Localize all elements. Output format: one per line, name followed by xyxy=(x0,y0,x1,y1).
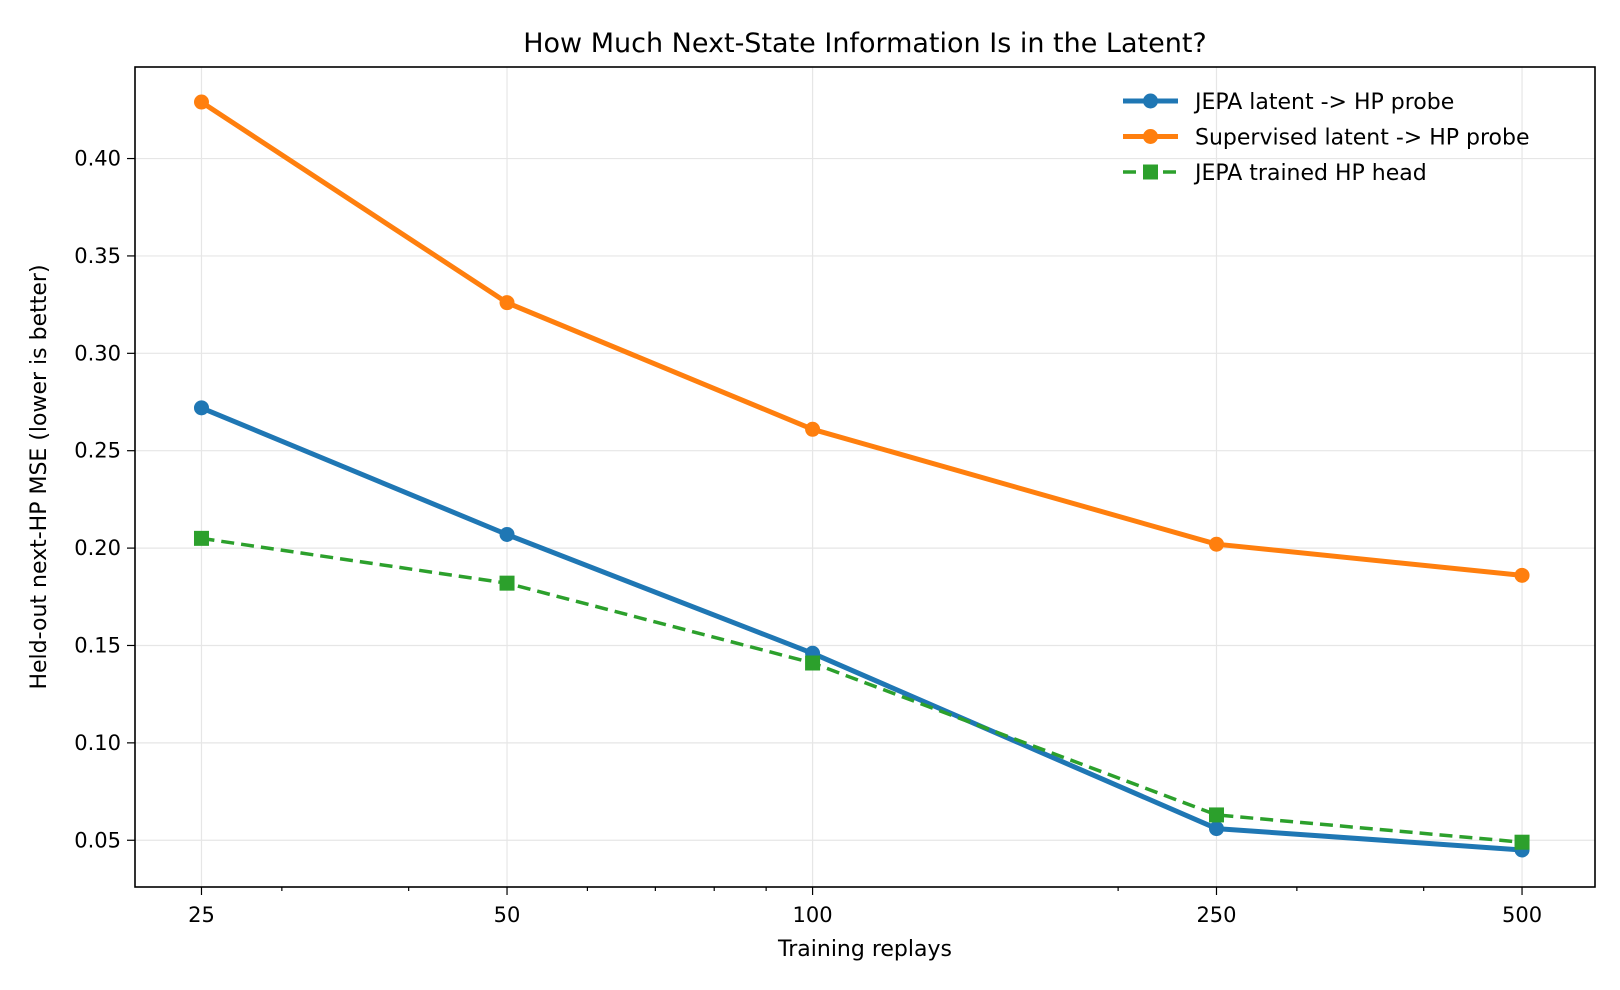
plot-frame xyxy=(134,66,1596,888)
legend-swatch-marker xyxy=(1143,164,1158,180)
y-axis-label: Held-out next-HP MSE (lower is better) xyxy=(27,264,52,689)
legend-entry: JEPA trained HP head xyxy=(1123,161,1427,186)
y-tick-label: 0.25 xyxy=(74,439,121,463)
y-tick-label: 0.20 xyxy=(74,536,121,560)
x-axis: 25 50 100 250 500 xyxy=(188,887,1542,927)
data-point xyxy=(499,526,515,542)
data-point xyxy=(1514,567,1530,583)
series-line xyxy=(201,536,1523,844)
legend-entry: JEPA latent -> HP probe xyxy=(1123,90,1454,115)
legend-label: Supervised latent -> HP probe xyxy=(1195,126,1530,151)
data-point xyxy=(1208,536,1224,552)
x-tick-label: 100 xyxy=(793,903,833,927)
y-tick-label: 0.40 xyxy=(74,147,121,171)
series-1 xyxy=(193,94,1530,583)
x-tick-label: 250 xyxy=(1196,903,1236,927)
series-line xyxy=(200,405,1523,853)
x-tick-label: 25 xyxy=(188,903,215,927)
data-point xyxy=(805,655,821,671)
data-point xyxy=(193,530,209,546)
series-layer xyxy=(193,94,1530,858)
legend-swatch-marker xyxy=(1143,93,1158,109)
data-point xyxy=(1208,821,1224,837)
data-point xyxy=(1514,834,1530,850)
series-0 xyxy=(193,400,1530,858)
data-point xyxy=(193,400,209,416)
grid xyxy=(135,67,1595,887)
y-tick-label: 0.10 xyxy=(74,731,121,755)
y-tick-label: 0.15 xyxy=(74,633,121,657)
data-point xyxy=(499,575,515,591)
legend-label: JEPA trained HP head xyxy=(1193,161,1427,186)
legend-label: JEPA latent -> HP probe xyxy=(1193,90,1454,115)
data-point xyxy=(805,421,821,437)
y-axis: 0.05 0.10 0.15 0.20 0.25 0.30 0.35 0.40 xyxy=(74,147,135,852)
data-point xyxy=(193,94,209,110)
data-point xyxy=(1208,807,1224,823)
legend: JEPA latent -> HP probe Supervised latent… xyxy=(1123,90,1530,186)
data-point xyxy=(499,295,515,311)
chart-title: How Much Next-State Information Is in th… xyxy=(523,28,1207,59)
y-tick-label: 0.05 xyxy=(74,828,121,852)
y-tick-label: 0.35 xyxy=(74,244,121,268)
x-axis-label: Training replays xyxy=(777,937,952,962)
x-tick-label: 50 xyxy=(494,903,521,927)
y-tick-label: 0.30 xyxy=(74,341,121,365)
series-2 xyxy=(193,530,1530,850)
legend-swatch-marker xyxy=(1143,129,1158,144)
x-tick-label: 500 xyxy=(1502,903,1542,927)
legend-entry: Supervised latent -> HP probe xyxy=(1123,126,1530,151)
